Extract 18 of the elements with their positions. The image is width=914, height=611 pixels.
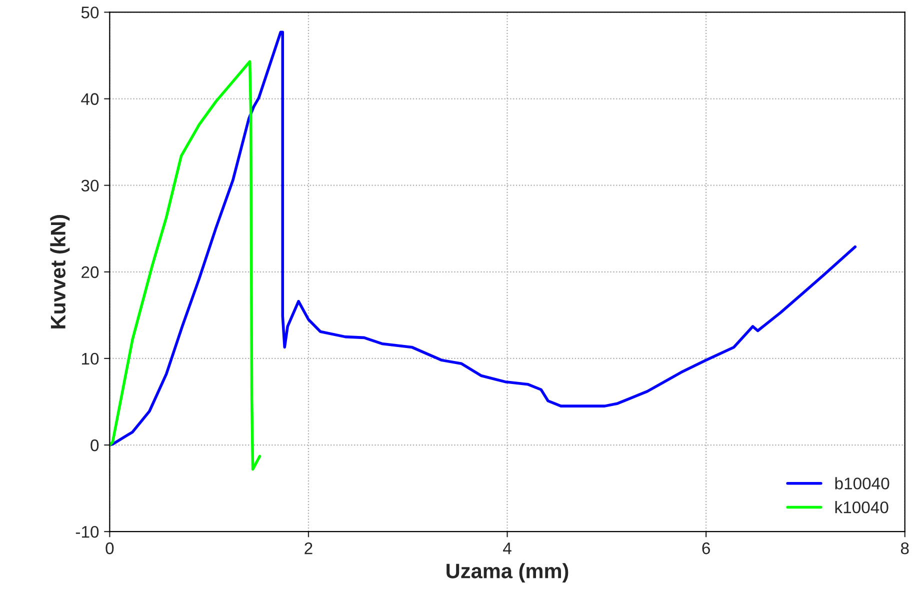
y-tick-label: 0 xyxy=(90,439,99,452)
y-tick-label: 40 xyxy=(81,93,99,105)
legend-label: k10040 xyxy=(835,501,888,514)
x-tick-label: 0 xyxy=(106,542,114,554)
y-tick-label: 10 xyxy=(82,352,99,365)
y-tick-label: 30 xyxy=(81,180,99,192)
x-tick-label: 6 xyxy=(702,542,710,554)
line-series xyxy=(110,60,262,471)
y-tick-label: 20 xyxy=(82,266,99,278)
x-tick-label: 8 xyxy=(900,542,909,554)
y-axis-title: Kuvvet (kN) xyxy=(50,215,70,328)
x-tick-label: 4 xyxy=(503,542,512,554)
legend-label: b10040 xyxy=(835,477,890,490)
y-tick-label: -10 xyxy=(76,526,99,538)
y-tick-label: 50 xyxy=(81,6,99,18)
x-tick-label: 2 xyxy=(304,542,312,554)
line-series xyxy=(110,30,857,446)
x-axis-title: Uzama (mm) xyxy=(446,563,568,582)
